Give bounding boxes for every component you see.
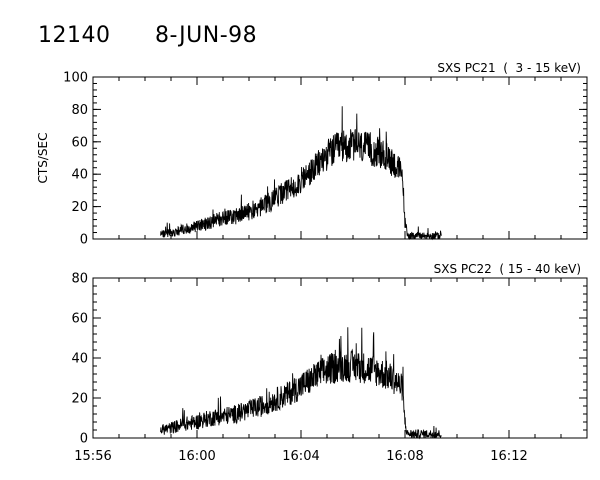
event-date: 8-JUN-98 — [155, 23, 257, 48]
panel-title: SXS PC22 ( 15 - 40 keV) — [434, 262, 581, 276]
panel-2: SXS PC22 ( 15 - 40 keV) 0 20 40 60 80 15:56 16:… — [71, 262, 588, 464]
event-id: 12140 — [38, 23, 111, 48]
y-tick-label: 40 — [71, 352, 88, 367]
panel-1: SXS PC21 ( 3 - 15 keV) 0 20 40 60 80 100 CTS/SE… — [36, 61, 588, 248]
plot-frame — [92, 76, 588, 240]
y-axis-label: CTS/SEC — [36, 133, 50, 184]
y-tick-label: 20 — [71, 392, 88, 407]
y-tick-label: 60 — [71, 135, 88, 150]
x-tick-label: 16:00 — [178, 449, 215, 464]
y-tick-label: 100 — [63, 71, 88, 86]
y-tick-label: 80 — [71, 272, 88, 287]
x-tick-label: 15:56 — [74, 449, 111, 464]
y-tick-label: 80 — [71, 103, 88, 118]
x-tick-label: 16:04 — [282, 449, 319, 464]
y-tick-label: 40 — [71, 168, 88, 183]
y-tick-label: 20 — [71, 200, 88, 215]
count-rate-series — [160, 327, 442, 440]
x-tick-label: 16:08 — [386, 449, 423, 464]
count-rate-series — [160, 106, 442, 241]
y-tick-label: 60 — [71, 312, 88, 327]
panel-title: SXS PC21 ( 3 - 15 keV) — [437, 61, 581, 75]
y-tick-label: 0 — [80, 233, 88, 248]
x-tick-label: 16:12 — [490, 449, 527, 464]
y-tick-label: 0 — [80, 432, 88, 447]
